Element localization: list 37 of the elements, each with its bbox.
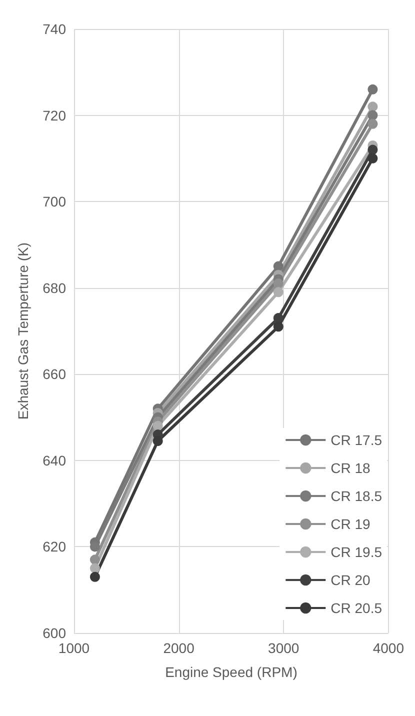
y-tick-label: 740 bbox=[42, 21, 66, 37]
point bbox=[368, 84, 378, 94]
point bbox=[90, 563, 100, 574]
point bbox=[273, 313, 284, 324]
y-tick-label: 660 bbox=[42, 366, 66, 382]
point bbox=[273, 261, 284, 272]
point bbox=[273, 322, 284, 332]
point bbox=[368, 102, 378, 112]
y-tick-label: 620 bbox=[42, 538, 66, 555]
y-tick-label: 680 bbox=[42, 280, 66, 296]
point bbox=[368, 144, 378, 155]
legend-label: CR 20.5 bbox=[330, 600, 382, 616]
point bbox=[90, 554, 100, 565]
y-tick-label: 720 bbox=[42, 107, 66, 124]
x-tick-label: 2000 bbox=[163, 640, 195, 656]
y-tick-label: 600 bbox=[42, 625, 66, 641]
y-tick-label: 640 bbox=[42, 452, 66, 468]
x-axis-title: Engine Speed (RPM) bbox=[165, 664, 298, 680]
legend-label: CR 19.5 bbox=[330, 544, 382, 560]
point bbox=[273, 278, 284, 289]
legend-label: CR 18 bbox=[330, 460, 371, 476]
point bbox=[368, 110, 378, 120]
y-tick-label: 700 bbox=[42, 194, 66, 210]
x-tick-label: 3000 bbox=[268, 640, 300, 656]
point bbox=[152, 436, 163, 446]
x-tick-label: 1000 bbox=[58, 640, 90, 656]
point bbox=[368, 153, 378, 164]
legend-label: CR 18.5 bbox=[330, 488, 382, 504]
point bbox=[273, 287, 284, 298]
legend-label: CR 20 bbox=[330, 572, 371, 588]
point bbox=[368, 118, 378, 129]
point bbox=[152, 420, 163, 431]
x-tick-label: 4000 bbox=[372, 640, 404, 656]
legend-label: CR 17.5 bbox=[330, 432, 382, 448]
point bbox=[90, 572, 100, 582]
legend-label: CR 19 bbox=[330, 516, 371, 532]
y-axis-title: Exhaust Gas Temperture (K) bbox=[15, 242, 31, 420]
